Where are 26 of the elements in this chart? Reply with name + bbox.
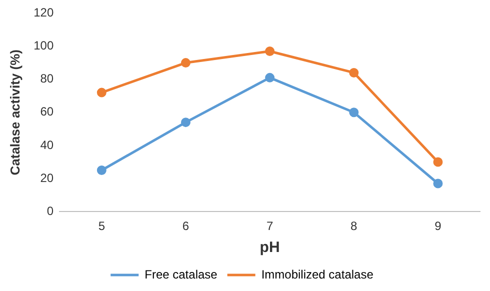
x-tick-label: 7 [266, 219, 274, 234]
x-tick-label: 8 [350, 219, 358, 234]
point [180, 118, 190, 128]
y-tick-label: 100 [34, 38, 54, 53]
y-tick-label: 60 [40, 104, 54, 119]
point [349, 68, 359, 78]
point [433, 178, 443, 188]
legend-label: Immobilized catalase [261, 267, 374, 282]
point [96, 88, 106, 98]
x-tick-label: 9 [434, 219, 442, 234]
y-tick-label: 20 [40, 170, 54, 185]
point [349, 108, 359, 118]
y-tick-label: 120 [34, 6, 54, 20]
y-axis-title: Catalase activity (%) [7, 50, 22, 176]
x-axis-title: pH [260, 239, 280, 256]
x-tick-label: 6 [182, 219, 190, 234]
y-tick-label: 40 [40, 138, 54, 152]
point [265, 46, 275, 56]
point [180, 58, 190, 68]
point [96, 166, 106, 176]
y-tick-label: 0 [46, 204, 54, 218]
point [265, 72, 275, 82]
legend-label: Free catalase [144, 267, 218, 282]
point [433, 157, 443, 167]
y-tick-label: 80 [40, 72, 54, 86]
x-tick-label: 5 [98, 219, 106, 234]
